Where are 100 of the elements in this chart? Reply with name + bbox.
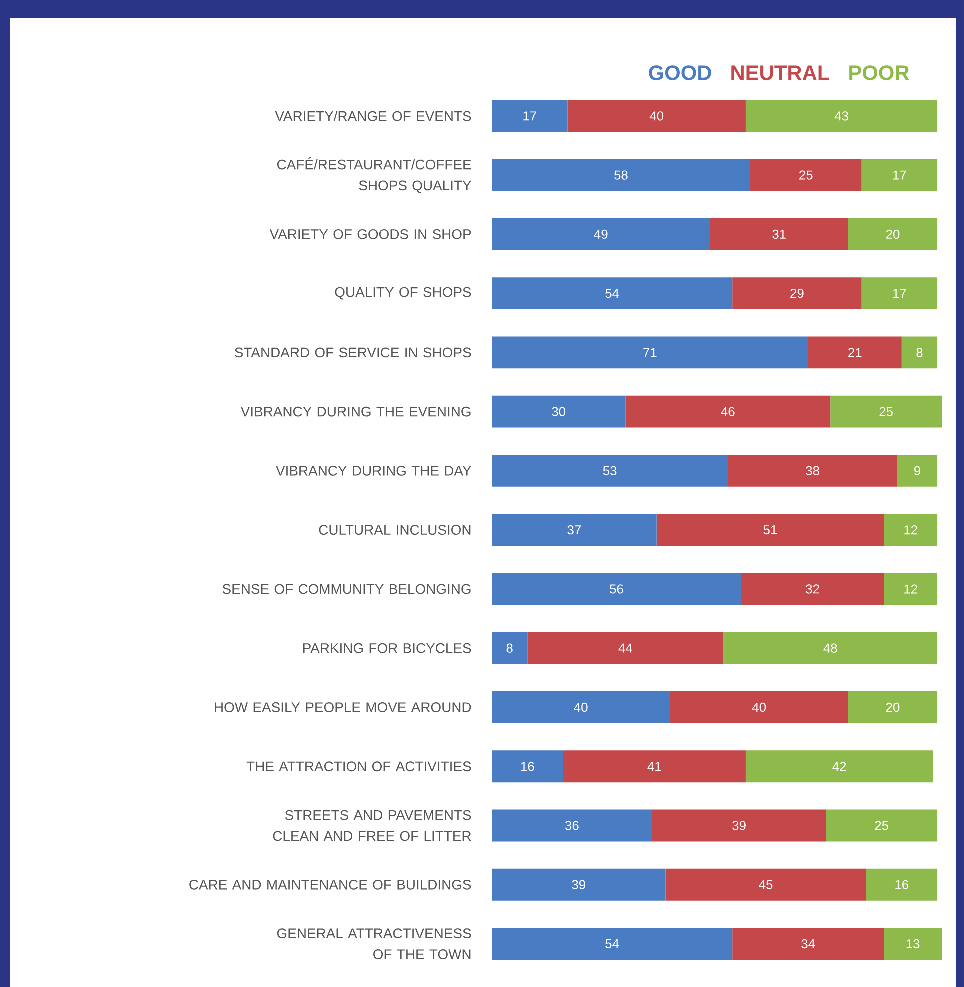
data-label: 25 <box>800 170 813 180</box>
data-label: 44 <box>618 644 632 653</box>
bar <box>862 278 938 310</box>
y-tick-label: VIBRANCY DURING THE DAY <box>276 466 472 476</box>
bar <box>866 868 938 901</box>
y-tick-label: CARE AND MAINTENANCE OF BUILDINGS <box>190 880 472 890</box>
bar <box>492 336 808 369</box>
y-tick-label: PARKING FOR BICYCLES <box>303 643 472 654</box>
data-label: 39 <box>572 880 586 890</box>
bar <box>492 750 564 783</box>
data-label: 16 <box>521 762 534 772</box>
data-label: 41 <box>648 762 662 772</box>
data-label: 34 <box>802 939 816 949</box>
data-label: 48 <box>824 644 838 653</box>
series-label: NEUTRAL <box>732 66 830 80</box>
data-label: 40 <box>574 702 588 712</box>
bar <box>728 455 898 487</box>
bar <box>492 100 568 132</box>
data-label: 40 <box>752 702 766 712</box>
data-label: 29 <box>790 288 804 298</box>
y-tick-label: QUALITY OF SHOPS <box>335 287 472 300</box>
text: GOOD <box>649 66 712 80</box>
bar <box>746 750 934 783</box>
data-label: 58 <box>614 170 628 180</box>
data-label: 17 <box>893 289 906 298</box>
bar <box>492 810 652 842</box>
data-label: 71 <box>644 348 657 358</box>
data-label: 25 <box>875 821 889 830</box>
bar <box>492 218 710 250</box>
bar <box>492 632 528 664</box>
data-label: 12 <box>904 584 918 594</box>
y-tick-label: CAFÉ/RESTAURANT/COFFEE SHOPS QUALITY <box>277 157 472 194</box>
bar <box>732 278 862 310</box>
data-label: 43 <box>834 112 848 121</box>
bar <box>884 928 942 960</box>
bar <box>492 514 657 546</box>
y-tick-label: VARIETY OF GOODS IN SHOP <box>270 229 472 240</box>
bar <box>492 396 626 428</box>
bar <box>897 455 938 487</box>
data-label: 32 <box>806 584 820 594</box>
bar <box>808 336 902 369</box>
data-label: 39 <box>732 821 746 830</box>
data-label: 36 <box>566 821 579 830</box>
bar <box>656 514 884 546</box>
data-label: 37 <box>568 526 581 535</box>
data-label: 49 <box>594 230 608 240</box>
bar <box>528 632 724 664</box>
data-label: 51 <box>764 526 778 535</box>
data-label: 53 <box>603 466 617 476</box>
series-label: POOR <box>850 66 910 80</box>
data-label: 46 <box>721 407 735 416</box>
data-label: 42 <box>832 762 846 772</box>
bar <box>826 810 938 842</box>
bar <box>492 455 728 487</box>
data-label: 54 <box>606 940 620 949</box>
data-label: 38 <box>806 466 820 476</box>
bar <box>492 928 733 960</box>
data-label: 20 <box>886 230 900 240</box>
y-tick-label: HOW EASILY PEOPLE MOVE AROUND <box>215 702 472 712</box>
y-tick-label: VARIETY/RANGE OF EVENTS <box>275 111 472 122</box>
bar <box>848 692 938 724</box>
bar <box>563 750 746 783</box>
bar <box>884 514 938 546</box>
bar <box>492 278 733 310</box>
bar <box>666 868 866 901</box>
data-label: 20 <box>886 702 900 712</box>
bar <box>710 218 848 250</box>
data-label: 16 <box>896 880 909 890</box>
y-tick-label: STANDARD OF SERVICE IN SHOPS <box>235 348 472 358</box>
y-tick-label: VIBRANCY DURING THE EVENING <box>240 406 471 417</box>
bar <box>492 868 666 901</box>
bar <box>902 336 938 369</box>
bar <box>732 928 884 960</box>
data-label: 8 <box>506 644 513 653</box>
bar <box>626 396 831 428</box>
data-label: 56 <box>610 584 624 594</box>
data-label: 54 <box>606 289 620 298</box>
bar <box>884 573 938 606</box>
bar <box>492 573 742 606</box>
data-label: 21 <box>848 348 862 358</box>
bar <box>848 218 938 250</box>
data-label: 13 <box>906 939 920 949</box>
bar <box>750 159 862 192</box>
bar <box>830 396 942 428</box>
bar <box>742 573 884 606</box>
data-label: 8 <box>916 348 923 358</box>
data-label: 25 <box>880 407 893 416</box>
bar <box>492 692 670 724</box>
data-label: 31 <box>772 230 786 240</box>
data-label: 17 <box>893 170 906 180</box>
bar <box>746 100 938 132</box>
y-tick-label: THE ATTRACTION OF ACTIVITIES <box>246 762 472 772</box>
bar <box>862 159 938 192</box>
data-label: 17 <box>524 112 536 121</box>
data-label: 12 <box>904 526 918 535</box>
data-label: 40 <box>650 112 664 121</box>
data-label: 9 <box>914 466 920 476</box>
bar <box>568 100 746 132</box>
y-tick-label: SENSE OF COMMUNITY BELONGING <box>222 584 471 594</box>
bar <box>652 810 826 842</box>
